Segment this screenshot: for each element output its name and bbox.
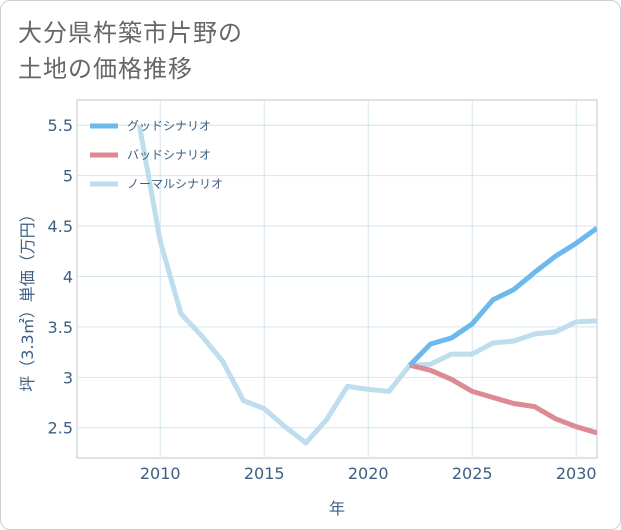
- y-tick-label: 4: [63, 267, 73, 286]
- y-tick-label: 4.5: [48, 217, 73, 236]
- y-axis-title: 坪（3.3㎡）単価（万円）: [18, 206, 37, 391]
- x-axis-title: 年: [329, 499, 345, 518]
- legend-label-0: グッドシナリオ: [127, 119, 211, 133]
- legend-label-2: ノーマルシナリオ: [127, 177, 223, 191]
- x-tick-label: 2020: [348, 464, 389, 483]
- y-tick-label: 3.5: [48, 318, 73, 337]
- y-tick-label: 5.5: [48, 116, 73, 135]
- y-tick-label: 5: [63, 167, 73, 186]
- series-line-0: [408, 226, 597, 367]
- series-line-2: [136, 124, 597, 446]
- y-tick-label: 2.5: [48, 419, 73, 438]
- chart-title: 大分県杵築市片野の 土地の価格推移: [18, 19, 243, 83]
- plot-area-frame: [76, 99, 598, 459]
- series-line-1: [409, 362, 597, 436]
- x-tick-label: 2030: [556, 464, 597, 483]
- x-tick-label: 2010: [140, 464, 181, 483]
- y-tick-label: 3: [63, 368, 73, 387]
- x-tick-label: 2025: [452, 464, 493, 483]
- x-tick-label: 2015: [244, 464, 285, 483]
- legend-label-1: バッドシナリオ: [127, 148, 211, 162]
